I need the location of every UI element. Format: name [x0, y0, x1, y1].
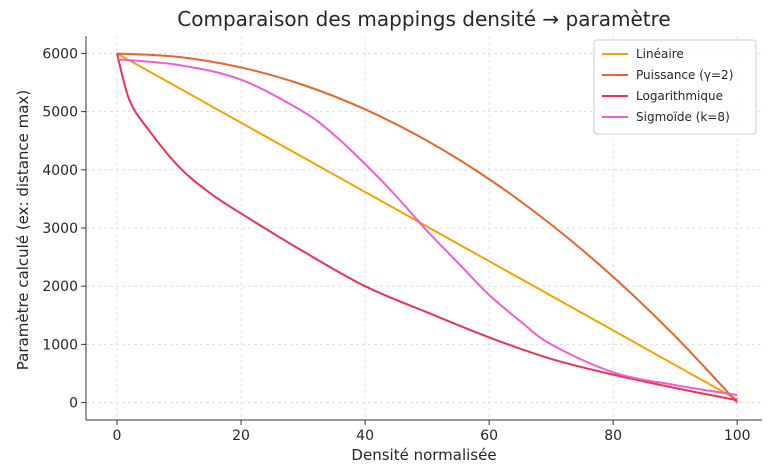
series-line-4	[116, 58, 738, 396]
x-tick-label: 60	[480, 428, 498, 444]
chart-title: Comparaison des mappings densité → param…	[177, 7, 670, 31]
series-line-1	[116, 52, 738, 401]
legend-label: Logarithmique	[636, 89, 723, 103]
x-tick-label: 100	[724, 428, 751, 444]
x-tick-label: 40	[356, 428, 374, 444]
legend-label: Linéaire	[636, 47, 684, 61]
series-layer	[116, 52, 738, 404]
x-tick-label: 20	[232, 428, 250, 444]
y-tick-label: 4000	[42, 163, 78, 179]
y-tick-label: 1000	[42, 337, 78, 353]
y-tick-label: 2000	[42, 279, 78, 295]
y-tick-label: 5000	[42, 105, 78, 121]
series-line-3	[116, 53, 738, 402]
y-tick-label: 3000	[42, 221, 78, 237]
x-tick-label: 0	[113, 428, 122, 444]
legend-label: Puissance (γ=2)	[636, 68, 733, 82]
y-axis-label: Paramètre calculé (ex: distance max)	[14, 90, 32, 370]
series-line-2	[116, 52, 738, 404]
x-tick-label: 80	[604, 428, 622, 444]
y-tick-label: 6000	[42, 46, 78, 62]
y-tick-label: 0	[69, 396, 78, 412]
legend-label: Sigmoïde (k=8)	[636, 110, 730, 124]
x-axis-label: Densité normalisée	[351, 446, 496, 464]
legend: Linéaire Puissance (γ=2) Logarithmique Sigm…	[593, 39, 757, 135]
legend-box	[593, 39, 757, 135]
